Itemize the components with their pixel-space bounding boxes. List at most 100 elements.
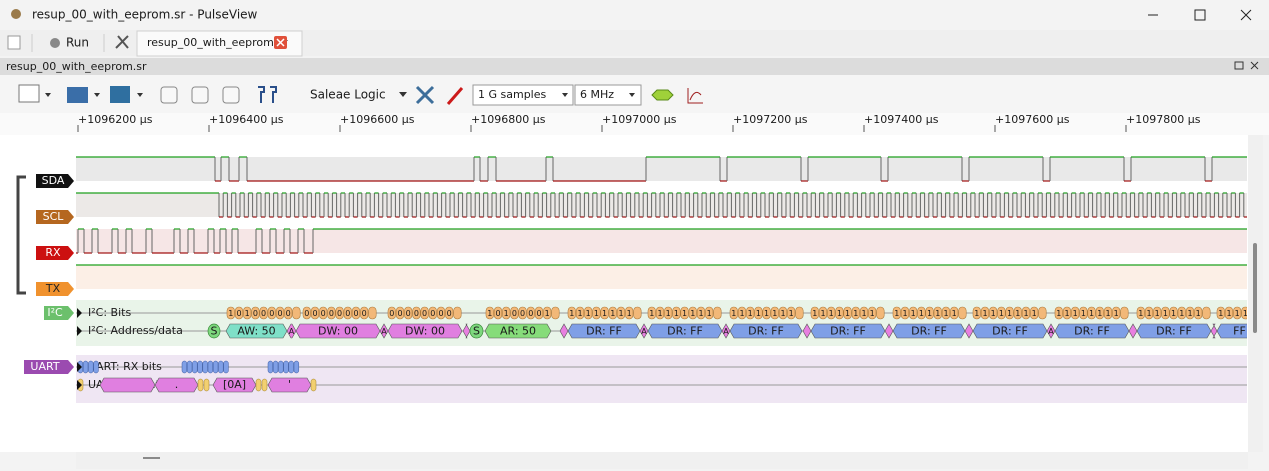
ruler-tick-label: +1096800 µs: [471, 113, 546, 126]
channel-tag[interactable]: [36, 210, 74, 224]
bit-annotation: [647, 306, 656, 320]
bit-value: 1: [1187, 309, 1192, 318]
uart-frame-bit: [203, 378, 210, 392]
bit-annotation: [892, 306, 901, 320]
decoder-row-label: UART: RX bits: [88, 360, 162, 373]
bit-annotation: [688, 306, 697, 320]
bit-annotation: [600, 306, 609, 320]
run-button[interactable]: Run: [66, 36, 89, 50]
channel-name[interactable]: TX: [45, 282, 61, 295]
bit-annotation: [859, 306, 869, 320]
bit-annotation: [729, 306, 738, 320]
bit-annotation: [868, 306, 877, 320]
bit-annotation: [327, 306, 336, 320]
document-tab-label[interactable]: resup_00_with_eeprom.sr: [147, 36, 288, 49]
bit-annotation: [876, 306, 885, 320]
probe-config-button[interactable]: [446, 87, 464, 105]
close-subwindow-button[interactable]: [1250, 61, 1259, 70]
bit-value: 1: [586, 309, 591, 318]
zoom-in-button[interactable]: [160, 86, 178, 104]
window-title: resup_00_with_eeprom.sr - PulseView: [32, 8, 258, 22]
row-expander[interactable]: [77, 380, 82, 390]
bit-value: 0: [438, 309, 443, 318]
channel-name[interactable]: SCL: [43, 210, 65, 223]
bit-annotation: [1013, 306, 1022, 320]
bit-annotation: [818, 306, 828, 320]
bit-value: 1: [789, 309, 794, 318]
ruler-tick-label: +1097000 µs: [602, 113, 677, 126]
bit-value: 0: [321, 309, 326, 318]
channel-name[interactable]: RX: [45, 246, 61, 259]
bit-value: 0: [345, 309, 350, 318]
save-button[interactable]: [110, 86, 130, 103]
rate-selector[interactable]: [574, 84, 642, 106]
bit-annotation: [958, 306, 967, 320]
ruler-tick-label: +1097400 µs: [864, 113, 939, 126]
bit-value: 1: [1023, 309, 1028, 318]
channel-tag[interactable]: [36, 246, 74, 260]
bit-annotation: [746, 306, 755, 320]
device-config-button[interactable]: [415, 85, 435, 105]
decoder-band: [76, 300, 1247, 346]
bit-annotation: [412, 306, 421, 320]
bit-value: 0: [447, 309, 452, 318]
bit-value: 1: [1171, 309, 1176, 318]
decoder-name[interactable]: I²C: [47, 306, 63, 319]
trace-band: [76, 157, 1247, 181]
decoder-name[interactable]: UART: [30, 360, 59, 373]
settings-icon[interactable]: [115, 35, 129, 49]
trace-labels: SDA SCL RX TX I²C UART: [24, 174, 82, 390]
decoder-tag[interactable]: [24, 360, 74, 374]
channel-tag[interactable]: [36, 174, 74, 188]
uart-bit: [88, 360, 94, 374]
bit-annotation: [493, 306, 503, 320]
uart-frame-bit: [255, 378, 262, 392]
run-icon[interactable]: [50, 38, 60, 48]
zoom-out-button[interactable]: [191, 86, 209, 104]
bit-annotation: [625, 306, 634, 320]
bit-annotation: [485, 306, 494, 320]
horizontal-scrollbar[interactable]: [76, 452, 1248, 469]
bit-value: 0: [406, 309, 411, 318]
dropdown-arrow[interactable]: [399, 92, 407, 97]
cursor-button[interactable]: [258, 86, 277, 103]
add-decoder-button[interactable]: [651, 89, 674, 101]
close-button[interactable]: [1240, 9, 1252, 21]
open-button[interactable]: [67, 87, 88, 103]
bit-value: 1: [577, 309, 582, 318]
scrollbar-thumb[interactable]: [1253, 243, 1257, 333]
bit-annotation: [810, 306, 819, 320]
dropdown-arrow[interactable]: [562, 93, 568, 97]
math-button[interactable]: [687, 88, 703, 104]
rate-value[interactable]: 6 MHz: [580, 88, 614, 101]
dropdown-arrow[interactable]: [629, 93, 635, 97]
row-expander[interactable]: [77, 362, 82, 372]
annotation-label: S: [211, 325, 218, 338]
bit-value: 1: [902, 309, 907, 318]
bit-value: 0: [536, 309, 541, 318]
bit-value: 1: [748, 309, 753, 318]
new-view-button[interactable]: [18, 84, 40, 103]
bit-value: 1: [1007, 309, 1012, 318]
samples-value[interactable]: 1 G samples: [478, 88, 547, 101]
bit-value: 1: [837, 309, 842, 318]
float-button[interactable]: [1234, 61, 1244, 70]
decoder-tag[interactable]: [44, 306, 74, 320]
bit-annotation: [827, 306, 836, 320]
row-expander[interactable]: [77, 308, 82, 318]
dropdown-arrow[interactable]: [45, 93, 51, 97]
bit-annotation: [1185, 306, 1195, 320]
bit-value: 1: [545, 309, 550, 318]
samples-selector[interactable]: [472, 84, 574, 106]
device-selector[interactable]: Saleae Logic: [310, 88, 386, 102]
channel-name[interactable]: SDA: [42, 174, 65, 187]
channel-tag[interactable]: [36, 282, 74, 296]
maximize-button[interactable]: [1194, 9, 1206, 21]
dropdown-arrow[interactable]: [94, 93, 100, 97]
bit-value: 0: [397, 309, 402, 318]
bit-value: 0: [430, 309, 435, 318]
row-expander[interactable]: [77, 326, 82, 336]
new-session-button[interactable]: [7, 35, 21, 50]
dropdown-arrow[interactable]: [137, 93, 143, 97]
zoom-fit-button[interactable]: [222, 86, 240, 104]
